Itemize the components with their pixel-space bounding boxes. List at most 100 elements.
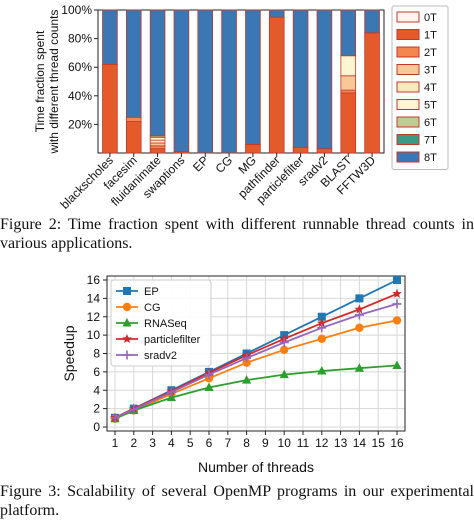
bar-FFTW3D-1T [364,32,380,154]
point-RNASeq-12 [317,365,327,375]
x-tick-label-EP: EP [190,153,211,174]
legend-label-0T: 0T [424,12,437,24]
bar-facesim-8T [125,9,142,118]
figure-3-caption: Figure 3: Scalability of several OpenMP … [0,483,474,519]
bar-pathfinder-1T [268,16,285,154]
bar-fluidanimate-5T [149,136,166,141]
legend-label-sradv2: sradv2 [144,350,177,362]
legend-swatch-5T [396,99,420,110]
point-EP-14 [355,294,364,303]
figure-3-chart: 0 2 4 6 8 10 12 14 16 1 2 3 4 5 6 7 8 9 10 11 12 13 14 15 16 Numb… [0,268,474,480]
legend-label-3T: 3T [424,65,437,77]
x-tick-label: 4 [168,436,175,450]
point-EP-16 [393,276,401,284]
bar-fluidanimate-1T [149,148,166,154]
point-RNASeq-4 [166,392,176,402]
y-tick-label: 16 [87,273,101,287]
point-RNASeq-16 [392,360,402,369]
legend-label-5T: 5T [424,100,437,112]
y-tick-label: 0 [93,420,100,434]
legend-swatch-7T [396,134,420,145]
bar-BLAST-5T [340,55,357,77]
x-tick-label: 13 [334,436,348,450]
figure-2-caption: Figure 2: Time fraction spent with diffe… [0,216,474,252]
bar-fluidanimate-4T [149,139,166,144]
y-tick-label: 80% [68,32,92,46]
y-tick-label: 100% [61,3,92,17]
y-tick-label: 14 [87,291,101,305]
legend-box [110,279,212,367]
figure-2-chart: 20% 40% 60% 80% 100% Time fraction spentwith … [0,0,474,212]
bar-fluidanimate-3T [149,142,166,147]
x-tick-label: 12 [315,436,329,450]
bar-sradv2-8T [316,9,333,150]
x-tick-label: 14 [353,436,367,450]
bar-BLAST-3T [340,75,357,91]
bar-sradv2-1T [316,148,333,154]
stacked-bar-chart: 20% 40% 60% 80% 100%Time fraction spentwith … [33,3,449,212]
point-RNASeq-8 [242,375,252,384]
point-CG-10 [280,345,289,355]
point-sradv2-10 [279,337,289,347]
y-tick-label: 8 [93,347,100,361]
y-axis-label: Time fraction spentwith different thread… [33,10,61,155]
y-tick-label: 2 [93,402,100,416]
bar-MG-8T [245,9,261,145]
legend-label-particlefilter: particlefilter [144,334,201,346]
bar-MG-1T [245,144,261,154]
legend-marker-sradv2 [122,350,132,360]
legend-marker-EP [123,287,131,295]
y-tick-label: 6 [93,365,100,379]
point-RNASeq-10 [279,369,289,379]
bar-particlefilter-1T [292,146,309,154]
legend-label-4T: 4T [424,82,437,94]
x-tick-label: 5 [187,436,194,450]
legend-label-6T: 6T [424,117,437,129]
legend-label-8T: 8T [424,152,437,164]
y-tick-label: 10 [87,328,101,342]
bar-FFTW3D-8T [364,9,380,34]
point-CG-16 [392,316,402,325]
legend-swatch-8T [396,151,420,163]
bar-CG-8T [221,9,237,154]
bar-blackscholes-8T [102,9,118,65]
x-tick-label: 10 [278,436,292,450]
point-RNASeq-14 [354,363,364,372]
y-tick-label: 12 [87,310,101,324]
legend-swatch-3T [396,64,420,75]
point-sradv2-16 [392,299,402,309]
point-particlefilter-14 [354,304,365,314]
bar-facesim-2T [125,116,142,122]
series-line-RNASeq [114,364,398,420]
bar-facesim-1T [125,121,142,154]
bar-BLAST-1T [340,92,357,154]
y-tick-label: 60% [68,60,92,74]
legend-label-RNASeq: RNASeq [144,318,187,330]
legend-marker-RNASeq [122,318,132,327]
legend-label-CG: CG [144,302,161,314]
bar-swaptions-8T [173,9,190,152]
point-sradv2-1 [110,413,120,423]
x-tick-label-CG: CG [213,153,236,176]
x-tick-label: 9 [262,436,269,450]
legend-label-1T: 1T [424,30,437,42]
bar-pathfinder-8T [268,9,285,18]
x-tick-label: 15 [372,436,386,450]
x-tick-label: 6 [206,436,213,450]
point-particlefilter-16 [392,288,402,298]
point-sradv2-12 [317,323,327,333]
point-EP-12 [317,312,326,321]
legend-marker-particlefilter [122,334,132,343]
legend-swatch-1T [396,29,420,40]
x-tick-label: 11 [297,436,310,450]
x-tick-label: 3 [149,436,156,450]
bar-fluidanimate-2T [149,145,166,150]
y-tick-label: 20% [68,117,92,131]
point-sradv2-14 [354,310,364,320]
plot-frame [97,9,385,154]
point-CG-14 [355,323,364,332]
legend-label-EP: EP [144,286,159,298]
bar-blackscholes-1T [102,63,118,154]
y-axis-label: Speedup [61,325,77,381]
